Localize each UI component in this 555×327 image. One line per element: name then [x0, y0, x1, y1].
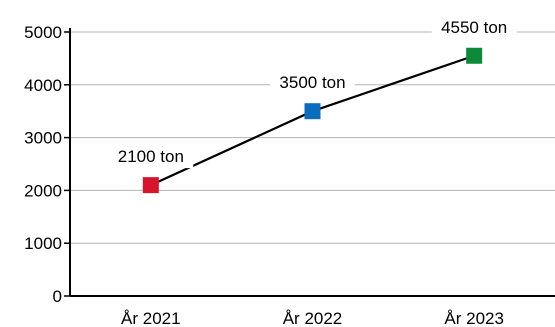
x-tick-label: År 2022	[283, 309, 343, 327]
data-label-background	[108, 146, 194, 169]
series-layer	[142, 47, 483, 194]
data-point-marker	[142, 177, 159, 194]
data-point-marker	[304, 103, 321, 120]
y-tick-label: 1000	[24, 234, 62, 253]
y-tick-label: 2000	[24, 181, 62, 200]
data-label: 2100 ton	[118, 147, 184, 166]
x-tick-label: År 2021	[121, 309, 181, 327]
x-tick-label: År 2023	[444, 309, 504, 327]
y-tick-label: 4000	[24, 76, 62, 95]
data-label-background	[431, 16, 517, 39]
data-label-background	[270, 72, 355, 95]
grid-layer	[70, 31, 555, 244]
y-tick-label: 0	[53, 287, 62, 306]
data-label: 3500 ton	[279, 73, 345, 92]
axis-layer: 0 1000 2000 3000 4000 5000 År 2021 År 2022 År 20…	[24, 23, 555, 327]
data-point-marker	[466, 47, 483, 64]
data-label: 4550 ton	[441, 18, 507, 37]
y-tick-label: 3000	[24, 129, 62, 148]
label-layer: 2100 ton 3500 ton 4550 ton	[108, 16, 517, 169]
y-tick-label: 5000	[24, 23, 62, 42]
